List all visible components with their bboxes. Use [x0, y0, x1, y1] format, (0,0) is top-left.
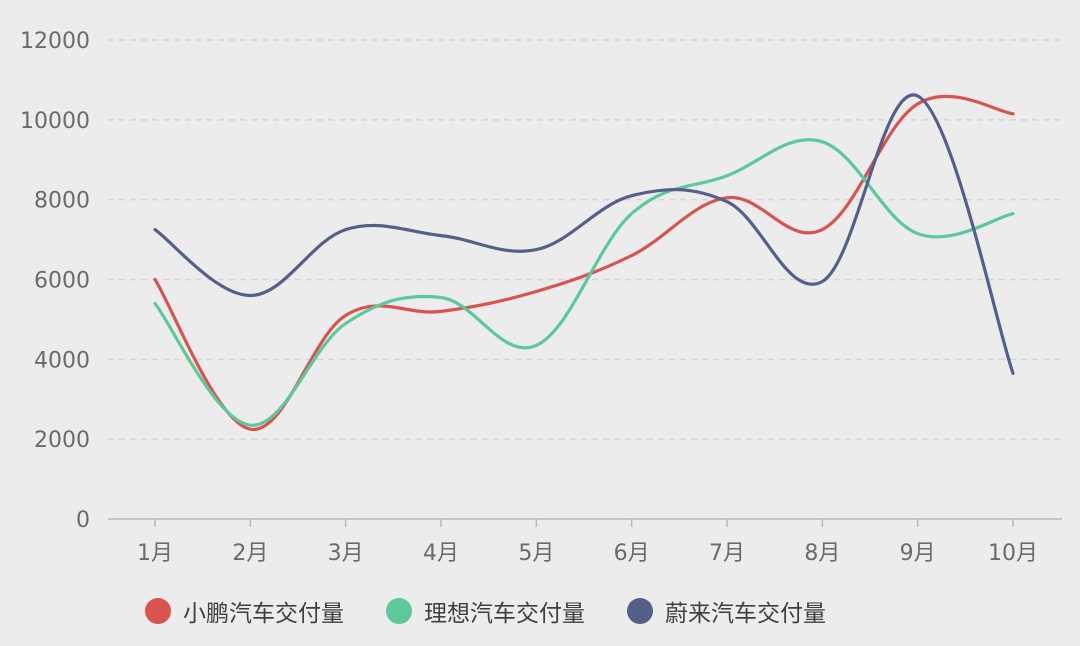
y-tick-label: 12000 [20, 29, 90, 54]
series-line-li-auto [153, 138, 1015, 427]
legend-label-nio: 蔚来汽车交付量 [665, 601, 826, 627]
y-tick-label: 0 [76, 508, 90, 533]
legend-item-nio[interactable]: 蔚来汽车交付量 [627, 594, 826, 628]
x-tick-label: 9月 [900, 541, 936, 566]
legend-dot-xpeng [145, 598, 171, 624]
y-tick-label: 6000 [34, 269, 90, 294]
legend-item-li-auto[interactable]: 理想汽车交付量 [386, 594, 585, 628]
legend-label-xpeng: 小鹏汽车交付量 [183, 601, 344, 627]
legend-dot-nio [627, 598, 653, 624]
series-lines [153, 93, 1015, 431]
x-tick-label: 3月 [328, 541, 364, 566]
series-line-xpeng [153, 94, 1015, 431]
x-tick-label: 5月 [518, 541, 554, 566]
x-tick-label: 4月 [423, 541, 459, 566]
x-tick-label: 6月 [614, 541, 650, 566]
x-tick-label: 7月 [709, 541, 745, 566]
x-tick-label: 10月 [988, 541, 1038, 566]
y-tick-label: 4000 [34, 348, 90, 373]
y-tick-label: 8000 [34, 189, 90, 214]
grid-lines [108, 39, 1062, 440]
x-tick-label: 1月 [137, 541, 173, 566]
x-tick-label: 2月 [232, 541, 268, 566]
x-tick-label: 8月 [804, 541, 840, 566]
legend-dot-li-auto [386, 598, 412, 624]
legend-item-xpeng[interactable]: 小鹏汽车交付量 [145, 594, 344, 628]
series-line-nio [153, 93, 1015, 375]
axes: 0 2000 4000 6000 8000 10000 12000 1月 2月 3月 4月 5月 6月 7… [20, 29, 1062, 566]
legend-label-li-auto: 理想汽车交付量 [424, 601, 585, 627]
y-tick-label: 10000 [20, 109, 90, 134]
y-tick-label: 2000 [34, 428, 90, 453]
legend: 小鹏汽车交付量 理想汽车交付量 蔚来汽车交付量 [145, 589, 868, 633]
